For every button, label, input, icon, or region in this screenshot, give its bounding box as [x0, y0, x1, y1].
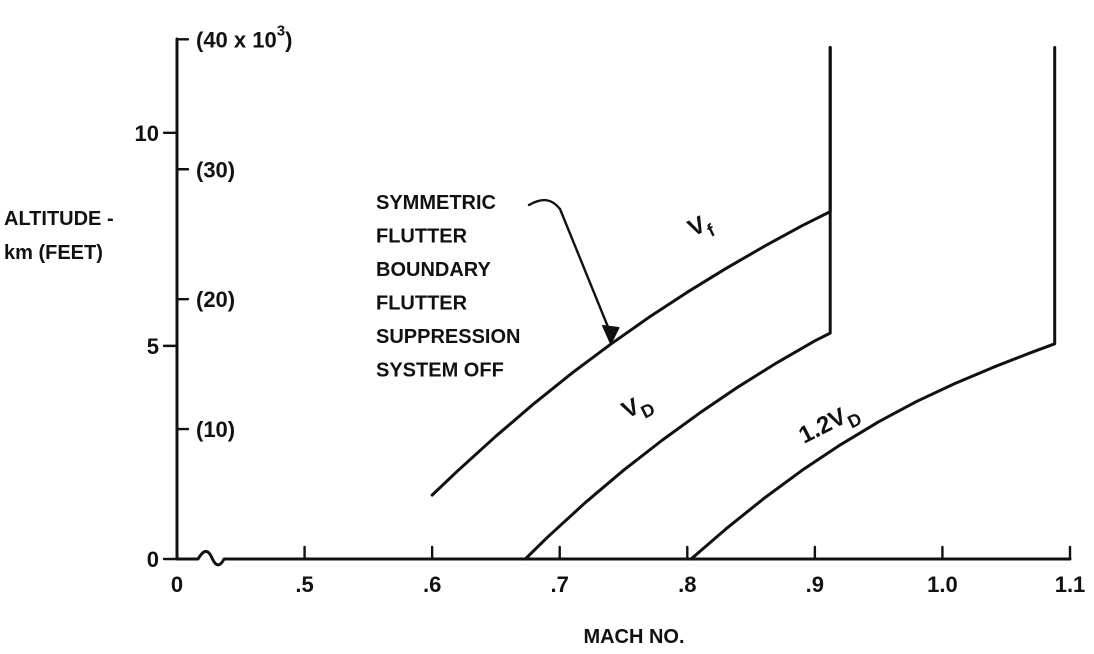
y-feet-tick-label: (40 x 103) [196, 22, 292, 52]
annotation-symmetric-flutter-boundary: SYMMETRIC FLUTTER BOUNDARY FLUTTER SUPPRESSI… [376, 192, 619, 382]
svg-text:Vf: Vf [684, 208, 719, 248]
x-tick-label: 1.1 [1055, 572, 1086, 597]
x-axis-label: MACH NO. [583, 626, 684, 648]
x-tick-label: .5 [295, 572, 313, 597]
series-3-curve [691, 48, 1055, 560]
series-2-label: VD [617, 387, 658, 430]
x-axis-line-with-break [177, 551, 1070, 565]
x-tick-label: .6 [423, 572, 441, 597]
series-1-label: Vf [684, 208, 719, 248]
annotation-line: FLUTTER [376, 293, 468, 315]
svg-text:VD: VD [617, 387, 658, 430]
x-tick-label: .8 [678, 572, 696, 597]
x-tick-label: .9 [806, 572, 824, 597]
y-feet-tick-label: (10) [196, 417, 235, 442]
y-km-tick-label: 0 [147, 547, 159, 572]
x-tick-label: 1.0 [927, 572, 958, 597]
y-km-tick-label: 5 [147, 334, 159, 359]
annotation-line: SUPPRESSION [376, 326, 520, 348]
series-3-label: 1.2VD [794, 397, 865, 455]
svg-text:1.2VD: 1.2VD [794, 397, 865, 455]
annotation-line: SYSTEM OFF [376, 360, 504, 382]
y-axis-label-line-1: ALTITUDE - [4, 208, 114, 230]
chart-axes [177, 39, 1070, 565]
y-feet-tick-label: (30) [196, 157, 235, 182]
series-1-curve [432, 48, 830, 496]
chart-ticks: 0 .5 .6 .7 .8 .9 1.0 1.1 0 5 10 (10) (20) (30) (40 x 1… [135, 22, 1086, 597]
y-km-tick-label: 10 [135, 121, 159, 146]
annotation-line: BOUNDARY [376, 259, 491, 281]
x-tick-label: .7 [551, 572, 569, 597]
y-feet-tick-label: (20) [196, 287, 235, 312]
annotation-leader-line [529, 200, 611, 334]
annotation-line: FLUTTER [376, 226, 468, 248]
x-tick-label: 0 [171, 572, 183, 597]
y-axis-label-line-2: km (FEET) [4, 242, 103, 264]
annotation-line: SYMMETRIC [376, 192, 496, 214]
chart-series [432, 48, 1055, 560]
